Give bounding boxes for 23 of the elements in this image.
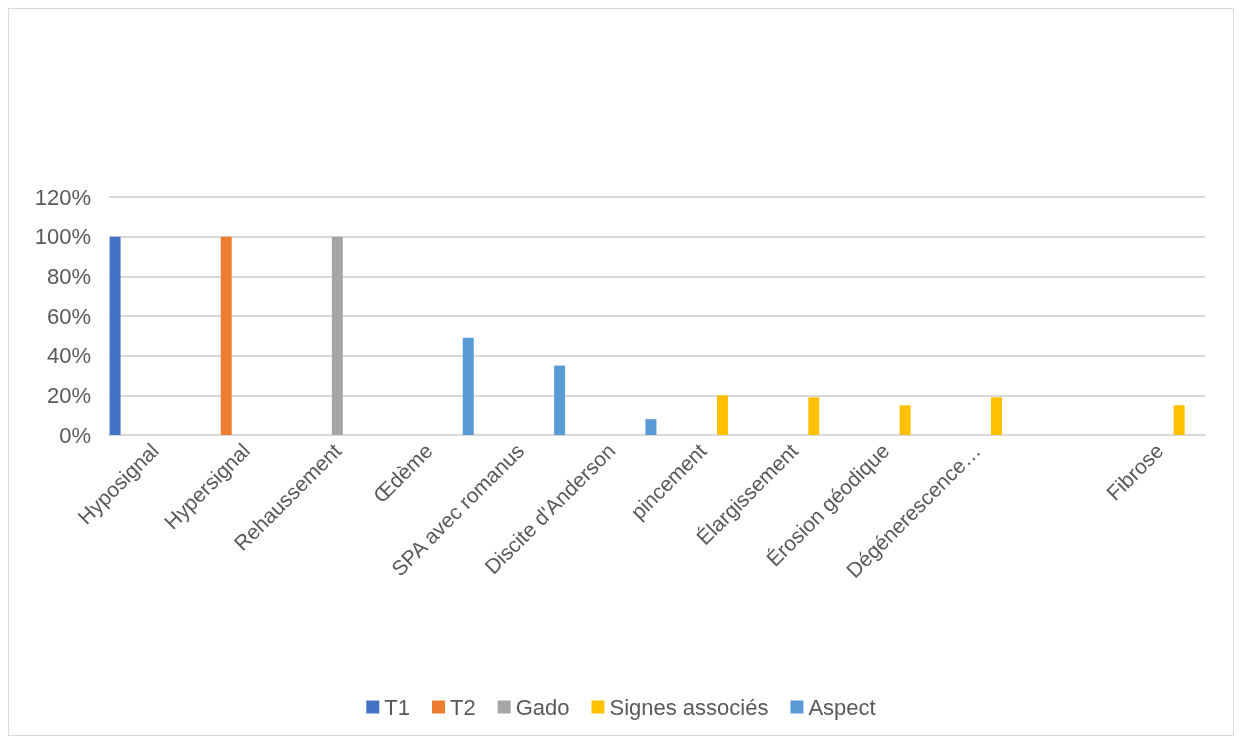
legend-label: T1 [384,694,410,720]
y-tick-label: 0% [59,422,91,448]
y-tick-label: 40% [46,343,91,369]
y-tick-label: 100% [34,224,91,250]
bar [645,419,657,435]
bar [220,236,232,435]
bar [716,395,728,435]
bar [808,397,820,435]
legend-label: Gado [515,694,570,720]
legend-label: Signes associés [609,694,769,720]
legend-label: Aspect [808,694,876,720]
legend-label: T2 [449,694,476,720]
bar [1173,405,1185,435]
bar [554,365,566,435]
y-tick-label: 60% [46,303,91,329]
bar [990,397,1002,435]
bar [109,236,121,435]
y-tick-label: 80% [46,263,91,289]
bar [899,405,911,435]
y-tick-label: 120% [34,184,91,210]
bar [462,337,474,435]
bar [331,236,343,435]
y-tick-label: 20% [46,382,91,408]
